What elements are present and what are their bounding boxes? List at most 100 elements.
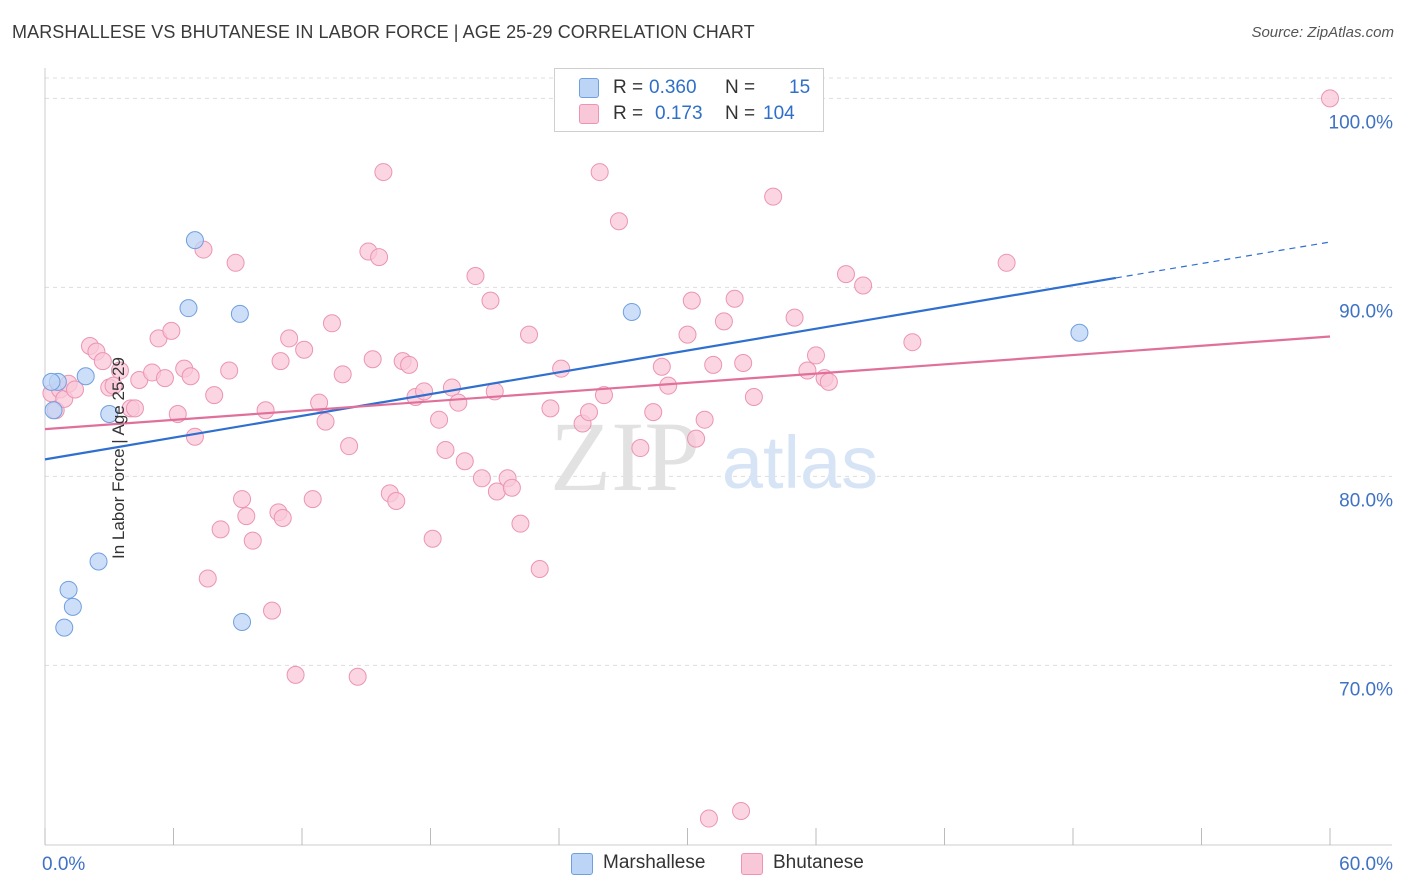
bhutanese-point	[836, 265, 855, 284]
bhutanese-point	[734, 353, 753, 372]
bhutanese-point	[997, 253, 1016, 272]
bhutanese-point	[678, 325, 697, 344]
bhutanese-point	[436, 440, 455, 459]
y-tick-label: 80.0%	[1339, 490, 1393, 511]
bhutanese-point	[387, 491, 406, 510]
marshallese-point	[179, 299, 198, 318]
bhutanese-point	[449, 393, 468, 412]
bhutanese-point	[256, 401, 275, 420]
bhutanese-point	[732, 801, 751, 820]
bhutanese-point	[104, 376, 123, 395]
r-label: R =	[613, 77, 649, 98]
bhutanese-point	[644, 403, 663, 422]
bhutanese-point	[237, 507, 256, 526]
marshallese-point	[233, 612, 252, 631]
marshallese-point	[230, 304, 249, 323]
marshallese-point	[59, 580, 78, 599]
x-tick-label: 60.0%	[1339, 854, 1393, 875]
bhutanese-point	[286, 665, 305, 684]
watermark-atlas: atlas	[722, 421, 878, 504]
bhutanese-point	[594, 386, 613, 405]
bhutanese-point	[233, 490, 252, 509]
bhutanese-point	[798, 361, 817, 380]
marshallese-trend-extension	[1115, 241, 1331, 279]
bhutanese-point	[280, 329, 299, 348]
bhutanese-point	[807, 346, 825, 365]
legend-label: Bhutanese	[773, 852, 864, 873]
tick-labels: 70.0% 80.0% 90.0% 100.0% 0.0% 60.0%	[42, 112, 1393, 875]
bhutanese-point	[363, 350, 382, 369]
n-value: 15	[789, 77, 811, 98]
marshallese-point	[185, 231, 204, 250]
bhutanese-point	[520, 325, 539, 344]
bhutanese-point	[785, 308, 804, 327]
marshallese-point	[89, 552, 108, 571]
bhutanese-point	[682, 291, 701, 310]
bhutanese-point	[198, 569, 217, 588]
bhutanese-point	[303, 490, 322, 509]
y-axis-label: In Labor Force | Age 25-29	[108, 357, 128, 559]
bhutanese-point	[466, 267, 485, 286]
stats-legend: R = 0.360 N = 15 R = 0.173 N = 104	[554, 68, 824, 132]
axes	[44, 68, 1392, 846]
bhutanese-point	[819, 372, 838, 391]
n-value: 104	[763, 103, 795, 124]
bhutanese-point	[333, 365, 352, 384]
marshallese-point	[63, 597, 82, 616]
bhutanese-point	[579, 403, 598, 422]
bhutanese-point	[744, 388, 763, 407]
marshallese-swatch	[571, 853, 593, 875]
bhutanese-point	[481, 291, 500, 310]
bhutanese-point	[502, 478, 521, 497]
bhutanese-point	[273, 508, 292, 527]
marshallese-point	[100, 405, 119, 424]
bhutanese-point	[110, 361, 129, 380]
bhutanese-point	[903, 333, 922, 352]
marshallese-trend-line	[44, 276, 1117, 461]
marshallese-point	[55, 618, 74, 637]
bhutanese-point	[374, 163, 393, 182]
n-label: N =	[725, 103, 761, 124]
bhutanese-point	[695, 410, 714, 429]
bhutanese-point	[699, 809, 718, 828]
bhutanese-swatch	[579, 104, 599, 124]
bhutanese-point	[162, 321, 181, 340]
bhutanese-point	[687, 429, 706, 448]
bhutanese-point	[472, 469, 491, 488]
bhutanese-trend-line	[44, 335, 1331, 431]
bhutanese-point	[243, 531, 262, 550]
y-tick-label: 70.0%	[1339, 679, 1393, 700]
bhutanese-point	[415, 382, 434, 401]
bhutanese-point	[155, 369, 174, 388]
bhutanese-point	[704, 355, 723, 374]
bhutanese-point	[552, 359, 571, 378]
x-tick-label: 0.0%	[42, 854, 85, 875]
bhutanese-point	[263, 601, 282, 620]
bhutanese-point	[1321, 89, 1339, 108]
bhutanese-point	[764, 187, 783, 206]
bhutanese-point	[322, 314, 341, 333]
bhutanese-point	[65, 380, 84, 399]
bhutanese-point	[181, 367, 200, 386]
marshallese-swatch	[579, 78, 599, 98]
series-legend: Marshallese Bhutanese	[0, 852, 1406, 876]
bhutanese-point	[725, 289, 744, 308]
bhutanese-point	[185, 427, 204, 446]
y-tick-label: 100.0%	[1329, 112, 1394, 133]
bhutanese-point	[348, 667, 367, 686]
r-value: 0.360	[649, 77, 697, 98]
bhutanese-point	[316, 412, 335, 431]
bhutanese-point	[370, 248, 389, 267]
bhutanese-point	[430, 410, 449, 429]
marshallese-point	[622, 302, 641, 321]
bhutanese-point	[93, 352, 112, 371]
watermark: ZIP atlas	[550, 401, 878, 512]
bhutanese-point	[220, 361, 239, 380]
bhutanese-point	[442, 378, 461, 397]
chart-title: MARSHALLESE VS BHUTANESE IN LABOR FORCE …	[12, 22, 755, 42]
bhutanese-point	[455, 452, 474, 471]
data-points	[42, 89, 1339, 828]
marshallese-point	[44, 401, 63, 420]
watermark-zip: ZIP	[550, 401, 700, 512]
